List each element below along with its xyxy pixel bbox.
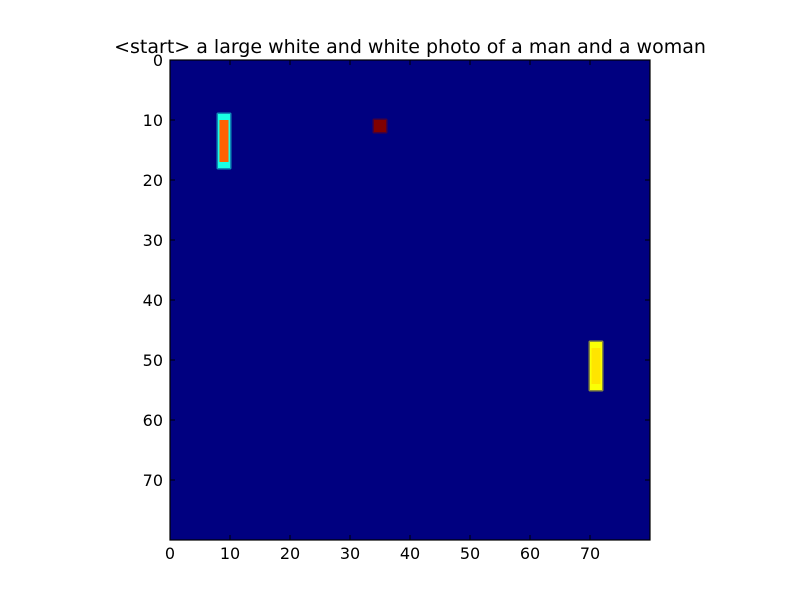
x-tick-label: 30 xyxy=(340,544,360,563)
y-tick-label: 60 xyxy=(143,411,163,430)
axis-ticks: 0 10 20 30 40 50 60 70 0 10 20 30 40 50 60 70 xyxy=(143,51,650,563)
y-tick-label: 0 xyxy=(153,51,163,70)
x-tick-label: 60 xyxy=(520,544,540,563)
x-tick-label: 20 xyxy=(280,544,300,563)
heatmap-hotspot-2 xyxy=(375,121,385,131)
heatmap-background xyxy=(170,60,650,540)
plot-frame xyxy=(169,59,651,541)
y-tick-label: 50 xyxy=(143,351,163,370)
heatmap-hotspot-1 xyxy=(219,120,229,162)
x-tick-label: 50 xyxy=(460,544,480,563)
y-tick-label: 10 xyxy=(143,111,163,130)
plot-area xyxy=(170,60,650,540)
y-tick-label: 20 xyxy=(143,171,163,190)
heatmap-hotspot-3 xyxy=(591,348,601,384)
chart-title: <start> a large white and white photo of… xyxy=(114,36,706,58)
x-tick-label: 70 xyxy=(580,544,600,563)
y-tick-label: 70 xyxy=(143,471,163,490)
x-tick-label: 10 xyxy=(220,544,240,563)
x-tick-label: 0 xyxy=(165,544,175,563)
y-tick-label: 30 xyxy=(143,231,163,250)
y-tick-label: 40 xyxy=(143,291,163,310)
x-tick-label: 40 xyxy=(400,544,420,563)
